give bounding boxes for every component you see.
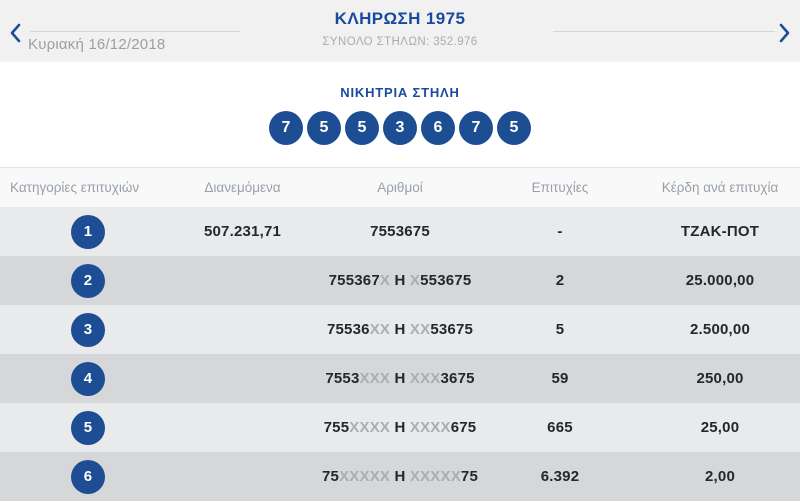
column-header-wins: Επιτυχίες bbox=[531, 180, 589, 195]
draw-title: ΚΛΗΡΩΣΗ 1975 bbox=[334, 9, 466, 28]
winning-number-pattern: 755367X Η X553675 bbox=[320, 272, 480, 289]
category-badge: 1 bbox=[71, 214, 105, 249]
pattern-masked-digits: XXXXX bbox=[339, 468, 391, 485]
wins-count: 5 bbox=[555, 321, 565, 338]
table-row: 3 75536XX Η XX53675 5 2.500,00 bbox=[0, 305, 800, 354]
table-row: 1 507.231,71 7553675 - ΤΖΑΚ-ΠΟΤ bbox=[0, 207, 800, 256]
winning-number-ball: 7 bbox=[459, 111, 493, 145]
winning-number-pattern: 755XXXX Η XXXX675 bbox=[320, 419, 480, 436]
pattern-digits: Η bbox=[390, 468, 410, 485]
winning-number-ball: 7 bbox=[269, 111, 303, 145]
pattern-digits: Η bbox=[390, 321, 410, 338]
draw-title-block: ΚΛΗΡΩΣΗ 1975 ΣΥΝΟΛΟ ΣΤΗΛΩΝ: 352.976 bbox=[200, 9, 600, 48]
wins-count: - bbox=[557, 223, 563, 240]
table-row: 2 755367X Η X553675 2 25.000,00 bbox=[0, 256, 800, 305]
pattern-digits: 75 bbox=[460, 468, 479, 485]
wins-count: 6.392 bbox=[540, 468, 580, 485]
winning-number-ball: 5 bbox=[307, 111, 341, 145]
pattern-masked-digits: XXXXX bbox=[409, 468, 461, 485]
pattern-digits: Η bbox=[390, 419, 410, 436]
wins-count: 59 bbox=[551, 370, 569, 387]
winning-number-ball: 5 bbox=[345, 111, 379, 145]
previous-draw-button[interactable] bbox=[4, 21, 26, 45]
chevron-right-icon bbox=[779, 23, 791, 43]
pattern-masked-digits: X bbox=[379, 272, 391, 289]
results-table-body: 1 507.231,71 7553675 - ΤΖΑΚ-ΠΟΤ 2 755367… bbox=[0, 207, 800, 501]
prize-per-win: 25.000,00 bbox=[685, 272, 755, 289]
pattern-digits: Η bbox=[390, 272, 410, 289]
winning-number-ball: 3 bbox=[383, 111, 417, 145]
pattern-digits: 675 bbox=[450, 419, 477, 436]
pattern-masked-digits: XXX bbox=[409, 370, 441, 387]
winning-column-title: ΝΙΚΗΤΡΙΑ ΣΤΗΛΗ bbox=[340, 85, 460, 100]
table-row: 6 75XXXXX Η XXXXX75 6.392 2,00 bbox=[0, 452, 800, 501]
pattern-digits: Η bbox=[390, 370, 410, 387]
table-row: 4 7553XXX Η XXX3675 59 250,00 bbox=[0, 354, 800, 403]
category-badge: 6 bbox=[71, 459, 105, 494]
winning-number-ball: 6 bbox=[421, 111, 455, 145]
pattern-digits: 53675 bbox=[430, 321, 474, 338]
prize-per-win: 25,00 bbox=[700, 419, 740, 436]
pattern-masked-digits: XX bbox=[409, 321, 431, 338]
prize-per-win: 2,00 bbox=[705, 468, 735, 485]
pattern-digits: 755 bbox=[323, 419, 350, 436]
header-divider-left bbox=[30, 31, 240, 32]
pattern-digits: 7553675 bbox=[370, 223, 430, 240]
pattern-masked-digits: XX bbox=[369, 321, 391, 338]
total-columns-label: ΣΥΝΟΛΟ ΣΤΗΛΩΝ: 352.976 bbox=[322, 36, 478, 48]
results-table: Κατηγορίες επιτυχιών Διανεμόμενα Αριθμοί… bbox=[0, 167, 800, 501]
prize-per-win: ΤΖΑΚ-ΠΟΤ bbox=[680, 223, 760, 240]
pattern-digits: 75 bbox=[321, 468, 340, 485]
pattern-digits: 7553 bbox=[325, 370, 360, 387]
pattern-masked-digits: XXX bbox=[359, 370, 391, 387]
draw-header: Κυριακή 16/12/2018 ΚΛΗΡΩΣΗ 1975 ΣΥΝΟΛΟ Σ… bbox=[0, 0, 800, 62]
pattern-masked-digits: XXXX bbox=[409, 419, 451, 436]
wins-count: 665 bbox=[547, 419, 573, 436]
winning-number-pattern: 7553675 bbox=[320, 223, 480, 240]
winning-number-ball: 5 bbox=[497, 111, 531, 145]
pattern-digits: 75536 bbox=[326, 321, 370, 338]
prize-per-win: 250,00 bbox=[696, 370, 744, 387]
pattern-digits: 3675 bbox=[440, 370, 475, 387]
column-header-categories: Κατηγορίες επιτυχιών bbox=[10, 180, 140, 195]
column-header-distributed: Διανεμόμενα bbox=[204, 180, 281, 195]
results-table-header: Κατηγορίες επιτυχιών Διανεμόμενα Αριθμοί… bbox=[0, 167, 800, 207]
winning-number-pattern: 75536XX Η XX53675 bbox=[320, 321, 480, 338]
next-draw-button[interactable] bbox=[774, 21, 796, 45]
chevron-left-icon bbox=[9, 23, 21, 43]
category-badge: 4 bbox=[71, 361, 105, 396]
pattern-masked-digits: X bbox=[409, 272, 421, 289]
category-badge: 3 bbox=[71, 312, 105, 347]
column-header-numbers: Αριθμοί bbox=[377, 180, 423, 195]
category-badge: 5 bbox=[71, 410, 105, 445]
winning-number-pattern: 7553XXX Η XXX3675 bbox=[320, 370, 480, 387]
draw-date: Κυριακή 16/12/2018 bbox=[28, 36, 166, 53]
category-badge: 2 bbox=[71, 263, 105, 298]
pattern-digits: 553675 bbox=[420, 272, 472, 289]
distributed-amount: 507.231,71 bbox=[203, 223, 282, 240]
table-row: 5 755XXXX Η XXXX675 665 25,00 bbox=[0, 403, 800, 452]
pattern-masked-digits: XXXX bbox=[349, 419, 391, 436]
winning-number-pattern: 75XXXXX Η XXXXX75 bbox=[320, 468, 480, 485]
header-divider-right bbox=[553, 31, 775, 32]
column-header-prize: Κέρδη ανά επιτυχία bbox=[661, 180, 779, 195]
pattern-digits: 755367 bbox=[328, 272, 380, 289]
prize-per-win: 2.500,00 bbox=[690, 321, 750, 338]
wins-count: 2 bbox=[555, 272, 565, 289]
